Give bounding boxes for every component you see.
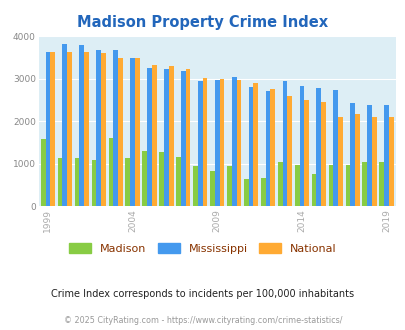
Bar — [176, 157, 181, 206]
Bar — [101, 53, 106, 206]
Legend: Madison, Mississippi, National: Madison, Mississippi, National — [64, 239, 341, 258]
Bar — [277, 162, 282, 206]
Bar — [45, 52, 50, 206]
Bar — [311, 174, 315, 206]
Bar — [294, 165, 299, 206]
Bar — [185, 69, 190, 206]
Bar — [58, 158, 62, 206]
Bar — [282, 81, 287, 206]
Bar — [96, 50, 101, 206]
Bar — [202, 78, 207, 206]
Bar — [371, 117, 376, 206]
Bar — [226, 166, 231, 206]
Bar — [328, 165, 333, 206]
Bar — [113, 50, 118, 206]
Bar — [231, 77, 236, 206]
Bar — [253, 83, 258, 206]
Bar — [362, 162, 367, 206]
Bar — [320, 102, 325, 206]
Bar — [350, 103, 354, 206]
Bar — [303, 100, 308, 206]
Bar — [67, 51, 72, 206]
Bar — [108, 138, 113, 206]
Bar — [151, 65, 156, 206]
Bar — [219, 79, 224, 206]
Text: Crime Index corresponds to incidents per 100,000 inhabitants: Crime Index corresponds to incidents per… — [51, 289, 354, 299]
Bar — [79, 45, 84, 206]
Bar — [388, 117, 393, 206]
Text: © 2025 CityRating.com - https://www.cityrating.com/crime-statistics/: © 2025 CityRating.com - https://www.city… — [64, 316, 341, 325]
Bar — [248, 87, 253, 206]
Bar — [214, 81, 219, 206]
Bar — [168, 66, 173, 206]
Bar — [299, 86, 303, 206]
Bar — [287, 96, 291, 206]
Bar — [383, 105, 388, 206]
Bar — [260, 178, 265, 206]
Bar — [265, 91, 270, 206]
Bar — [40, 139, 45, 206]
Bar — [181, 71, 185, 206]
Bar — [236, 80, 241, 206]
Bar — [197, 81, 202, 206]
Bar — [354, 115, 359, 206]
Bar — [164, 69, 168, 206]
Bar — [243, 179, 248, 206]
Bar — [333, 90, 337, 206]
Bar — [84, 51, 89, 206]
Bar — [379, 162, 383, 206]
Text: Madison Property Crime Index: Madison Property Crime Index — [77, 15, 328, 30]
Bar — [147, 68, 151, 206]
Bar — [92, 160, 96, 206]
Bar — [118, 57, 122, 206]
Bar — [367, 105, 371, 206]
Bar — [130, 58, 134, 206]
Bar — [315, 88, 320, 206]
Bar — [125, 158, 130, 206]
Bar — [193, 166, 197, 206]
Bar — [337, 117, 342, 206]
Bar — [50, 52, 55, 206]
Bar — [345, 165, 350, 206]
Bar — [75, 158, 79, 206]
Bar — [159, 152, 164, 206]
Bar — [134, 58, 139, 206]
Bar — [270, 89, 275, 206]
Bar — [142, 151, 147, 206]
Bar — [62, 44, 67, 206]
Bar — [209, 171, 214, 206]
